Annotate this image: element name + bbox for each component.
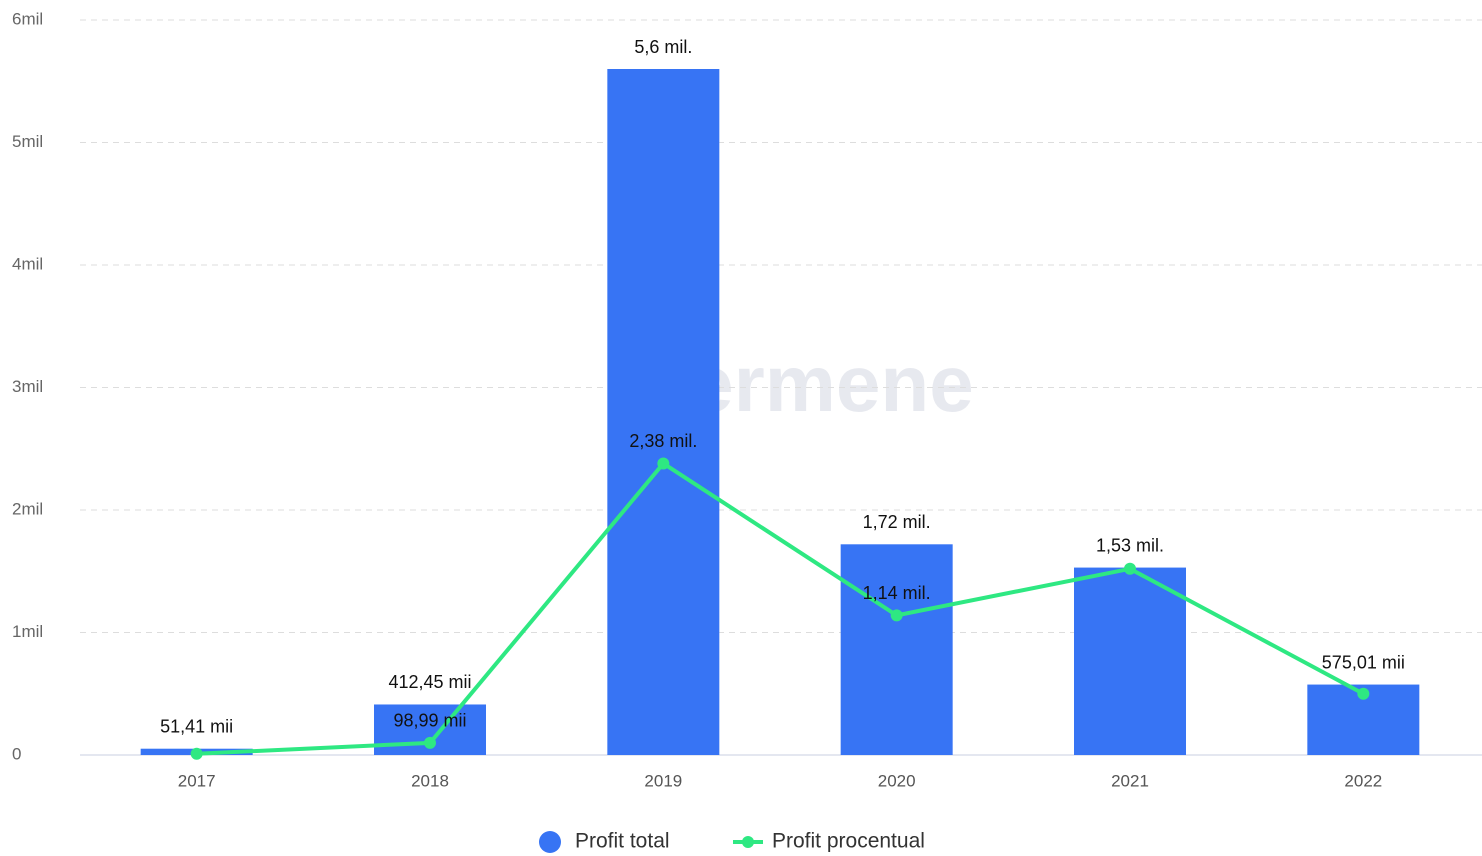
x-tick-label: 2017 (178, 771, 216, 790)
line-point (1124, 562, 1136, 575)
data-label: 575,01 mii (1322, 652, 1405, 672)
line-point (1357, 687, 1370, 700)
line-point (890, 609, 903, 622)
data-label: 98,99 mii (393, 711, 466, 731)
y-tick-label: 2mil (12, 499, 43, 518)
y-tick-label: 1mil (12, 622, 43, 641)
y-tick-label: 4mil (12, 254, 43, 273)
legend-label: Profit total (575, 830, 670, 853)
bar (840, 544, 953, 755)
line-point (424, 736, 436, 749)
x-tick-label: 2022 (1344, 771, 1382, 790)
line-point (190, 747, 203, 760)
y-tick-label: 3mil (12, 377, 43, 396)
legend-label: Profit procentual (772, 830, 925, 853)
x-tick-label: 2018 (411, 771, 449, 790)
data-label: 1,53 mil. (1096, 535, 1164, 555)
data-label: 51,41 mii (160, 716, 233, 736)
legend-marker (539, 831, 561, 853)
y-tick-label: 5mil (12, 132, 43, 151)
line (196, 460, 1365, 756)
bar (1074, 567, 1186, 755)
y-tick-label: 0 (12, 744, 21, 763)
x-tick-label: 2019 (644, 771, 682, 790)
x-tick-label: 2020 (878, 771, 916, 790)
data-label: 1,14 mil. (863, 583, 931, 603)
legend-marker (742, 836, 754, 848)
line-point (657, 457, 670, 470)
y-tick-label: 6mil (12, 9, 43, 28)
data-label: 5,6 mil. (634, 37, 692, 57)
data-label: 412,45 mii (388, 672, 471, 692)
bar (607, 69, 720, 755)
x-tick-label: 2021 (1111, 771, 1149, 790)
data-label: 2,38 mil. (629, 431, 697, 451)
data-label: 1,72 mil. (863, 512, 931, 532)
